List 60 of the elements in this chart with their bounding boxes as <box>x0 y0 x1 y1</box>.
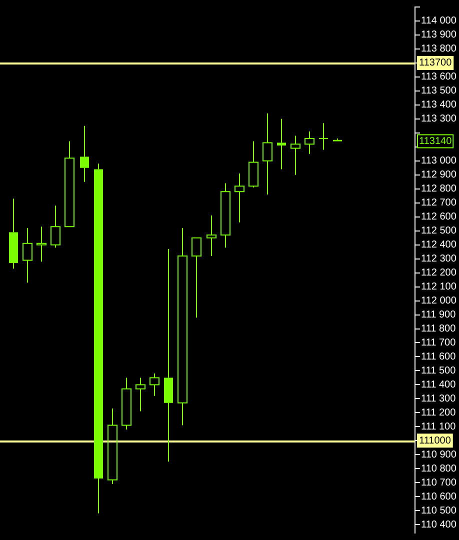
candlestick <box>108 408 118 485</box>
y-tick-label: 112 100 <box>421 282 457 293</box>
y-tick-label: 110 600 <box>421 491 457 502</box>
y-tick-label: 112 900 <box>421 170 457 181</box>
y-tick-label: 111 600 <box>421 351 456 362</box>
y-tick-label: 112 700 <box>421 198 457 209</box>
candlestick <box>150 373 160 396</box>
y-tick-label: 110 800 <box>421 463 457 474</box>
y-tick-label: 113 900 <box>421 30 457 41</box>
candlestick <box>122 377 132 430</box>
candlestick <box>50 205 60 248</box>
y-tick-label: 110 500 <box>421 505 457 516</box>
y-tick-label: 111 200 <box>421 407 456 418</box>
candlestick <box>220 182 230 248</box>
ref-line-label: 113700 <box>419 58 452 69</box>
y-tick-label: 111 700 <box>421 337 456 348</box>
ref-line-label: 111000 <box>419 435 452 446</box>
y-tick-label: 113 800 <box>421 44 457 55</box>
y-tick-label: 113 500 <box>421 86 457 97</box>
candlestick <box>9 198 18 270</box>
y-tick-label: 112 600 <box>421 212 457 223</box>
y-tick-label: 112 500 <box>421 226 457 237</box>
candlestick <box>318 122 328 150</box>
candlestick <box>304 131 314 154</box>
candlestick <box>206 214 216 257</box>
candlestick <box>192 237 202 318</box>
candlestick <box>178 228 188 426</box>
candlestick <box>262 112 272 195</box>
y-tick-label: 113 600 <box>421 72 457 83</box>
annotation: 113140 <box>419 136 452 148</box>
y-tick-label: 110 700 <box>421 477 457 488</box>
y-tick-label: 111 400 <box>421 379 456 390</box>
candlestick <box>290 135 300 176</box>
y-tick-label: 112 800 <box>421 184 457 195</box>
y-tick-label: 110 400 <box>421 519 457 530</box>
candlestick <box>94 163 103 514</box>
candlestick <box>234 172 244 223</box>
y-tick-label: 113 000 <box>421 156 457 167</box>
candlestick <box>164 248 173 462</box>
y-tick-label: 111 900 <box>421 310 456 321</box>
y-tick-label: 111 300 <box>421 393 456 404</box>
candlestick <box>277 118 286 170</box>
y-tick-label: 113 300 <box>421 114 457 125</box>
y-tick-label: 114 000 <box>421 16 457 27</box>
y-tick-label: 112 400 <box>421 240 457 251</box>
y-tick-label: 112 000 <box>421 296 457 307</box>
candlestick <box>136 377 146 412</box>
candlestick <box>64 140 74 228</box>
y-tick-label: 112 200 <box>421 268 457 279</box>
y-tick-label: 112 300 <box>421 254 457 265</box>
candlestick <box>333 138 342 142</box>
y-tick-label: 110 900 <box>421 449 457 460</box>
candlestick <box>22 228 32 284</box>
y-tick-label: 111 100 <box>421 421 456 432</box>
y-tick-label: 111 800 <box>421 324 456 335</box>
candlestick <box>80 125 89 182</box>
candlestick <box>248 140 258 188</box>
candlestick <box>36 226 46 262</box>
y-tick-label: 113 400 <box>421 100 457 111</box>
y-tick-label: 111 500 <box>421 365 456 376</box>
